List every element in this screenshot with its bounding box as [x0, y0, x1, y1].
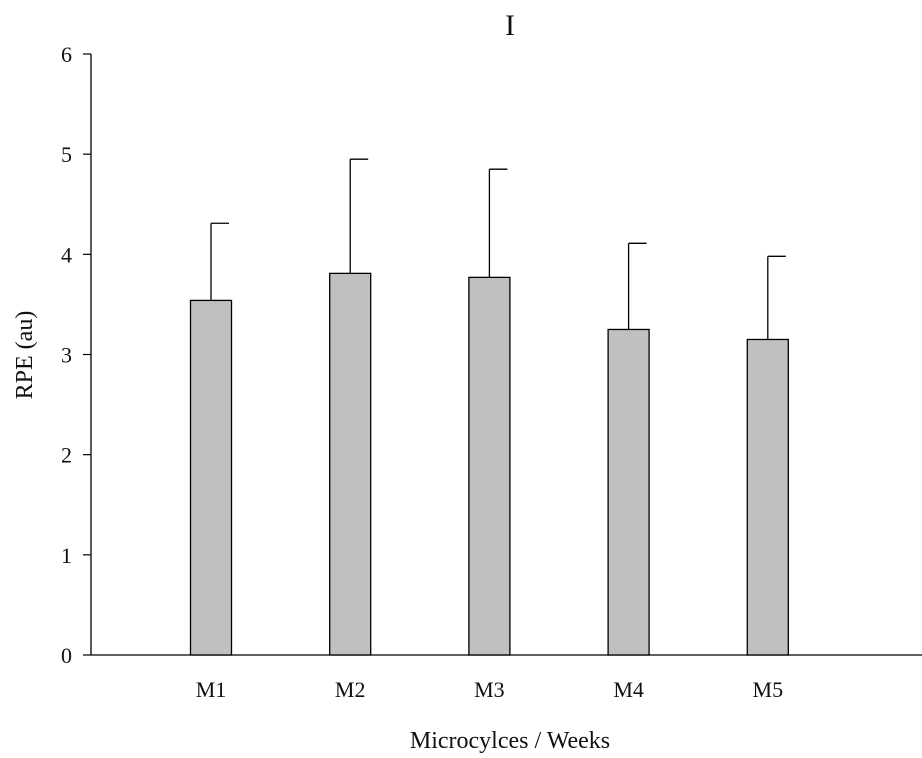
y-tick-label: 2 [61, 443, 72, 468]
y-tick-label: 4 [61, 242, 72, 267]
y-tick-label: 0 [61, 643, 72, 668]
bar-m5 [746, 338, 789, 656]
y-tick-label: 5 [61, 142, 72, 167]
bar-m4 [607, 328, 650, 656]
x-axis-ticks: M1 M2 M3 M4 M5 [196, 677, 783, 702]
y-axis-label: RPE (au) [12, 311, 38, 400]
chart-title: I [505, 9, 515, 42]
y-tick-label: 3 [61, 343, 72, 368]
x-tick-label: M3 [474, 677, 505, 702]
y-tick-label: 1 [61, 543, 72, 568]
x-tick-label: M1 [196, 677, 227, 702]
bar-series [189, 158, 789, 656]
x-tick-label: M2 [335, 677, 366, 702]
bar-m1 [189, 299, 233, 656]
x-axis-label: Microcylces / Weeks [410, 728, 610, 754]
bar-m3 [468, 276, 511, 656]
y-axis-ticks: 0 1 2 3 4 5 6 [61, 42, 91, 668]
x-tick-label: M4 [613, 677, 644, 702]
y-tick-label: 6 [61, 42, 72, 67]
bar-m2 [329, 272, 372, 656]
x-tick-label: M5 [753, 677, 784, 702]
